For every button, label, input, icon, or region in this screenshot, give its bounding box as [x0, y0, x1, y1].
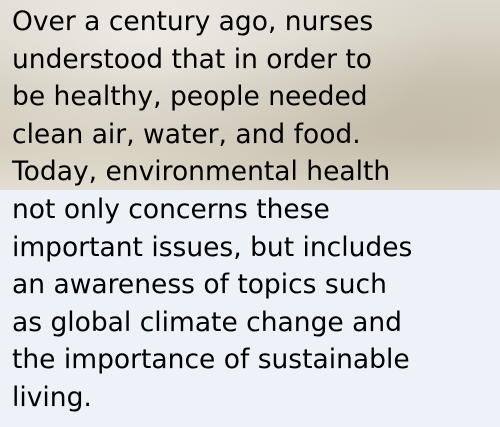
text-line: be healthy, people needed: [12, 78, 412, 116]
text-line: as global climate change and: [12, 304, 412, 342]
text-line: an awareness of topics such: [12, 266, 412, 304]
text-line: important issues, but includes: [12, 229, 412, 267]
text-line: the importance of sustainable: [12, 341, 412, 379]
text-line: Over a century ago, nurses: [12, 3, 412, 41]
text-line: Today, environmental health: [12, 153, 412, 191]
text-line: understood that in order to: [12, 41, 412, 79]
text-line: living.: [12, 379, 412, 417]
text-line: clean air, water, and food.: [12, 116, 412, 154]
text-line: not only concerns these: [12, 191, 412, 229]
page: Over a century ago, nursesunderstood tha…: [0, 0, 500, 427]
